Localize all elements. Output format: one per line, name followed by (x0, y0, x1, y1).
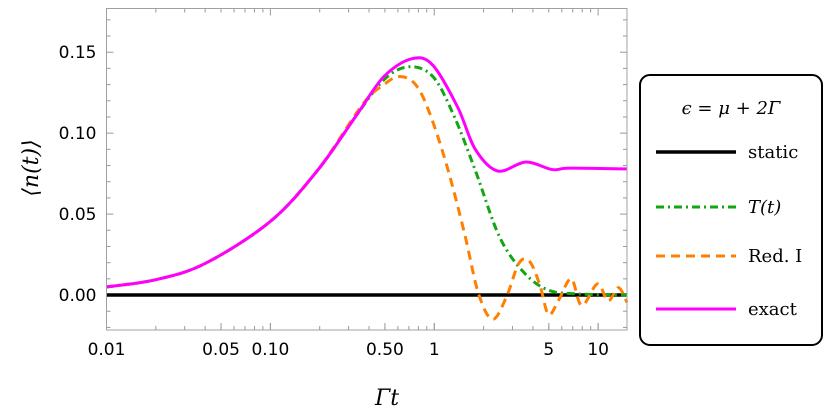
y-tick-label: 0.15 (59, 43, 97, 63)
x-tick-label: 1 (429, 340, 440, 360)
x-tick-label: 0.01 (88, 340, 126, 360)
legend-label: exact (748, 299, 798, 320)
y-axis-label: ⟨n(t)⟩ (19, 139, 44, 196)
series-exact (106, 56, 628, 289)
x-tick-label: 0.50 (366, 340, 404, 360)
tick-labels: 0.01 0.05 0.10 0.50 1 5 10 0.00 0.05 0.10 0.15 (59, 43, 609, 360)
legend-box (639, 74, 823, 346)
x-axis-label: Γt (374, 386, 399, 411)
series-redi (106, 74, 629, 321)
y-tick-label: 0.00 (59, 286, 97, 306)
legend-title: ϵ = μ + 2Γ (682, 98, 782, 119)
series-group (106, 56, 629, 321)
y-tick-label: 0.10 (59, 124, 97, 144)
x-tick-label: 10 (587, 340, 609, 360)
x-tick-label: 5 (543, 340, 554, 360)
series-tt (106, 65, 628, 297)
x-tick-label: 0.10 (251, 340, 289, 360)
legend-label: Red. I (748, 246, 802, 267)
y-tick-label: 0.05 (59, 205, 97, 225)
plot-frame (106, 8, 628, 331)
axis-ticks (106, 8, 627, 330)
legend-label: static (748, 142, 798, 163)
legend-label: T(t) (748, 197, 781, 218)
legend: ϵ = μ + 2Γ static T(t) Red. I exact (639, 74, 823, 346)
x-tick-label: 0.05 (202, 340, 240, 360)
